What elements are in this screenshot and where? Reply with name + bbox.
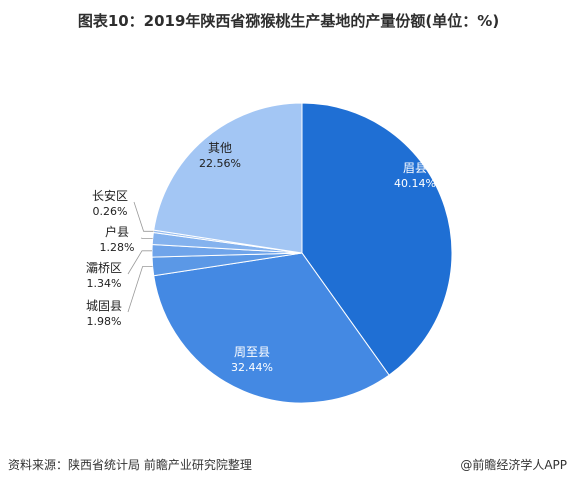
pie-slice-1 [301, 102, 453, 376]
pie-slice-2 [153, 252, 390, 404]
slice-value-6: 0.26% [93, 205, 128, 218]
slice-label-5: 户县 [105, 224, 129, 239]
slice-value-1: 40.14% [394, 177, 436, 190]
slice-label-2: 周至县 [234, 345, 270, 359]
leader-line-5 [140, 237, 153, 239]
pie-slices [151, 102, 453, 404]
slice-value-7: 22.56% [199, 157, 241, 170]
slice-value-5: 1.28% [100, 241, 135, 254]
slice-label-3: 城固县 [86, 299, 122, 313]
leader-line-3 [127, 266, 153, 313]
slice-value-3: 1.98% [87, 315, 122, 328]
pie-chart: 眉县 40.14% 周至县 32.44% 城固县 1.98% 灞桥区 1.34% 户县 1.28%… [86, 102, 453, 404]
brand-credit: @前瞻经济学人APP [460, 458, 567, 472]
leader-line-4 [127, 250, 152, 275]
pie-slice-7 [153, 102, 303, 254]
footer: 资料来源：陕西省统计局 前瞻产业研究院整理 @前瞻经济学人APP [0, 452, 577, 476]
chart-title: 图表10：2019年陕西省猕猴桃生产基地的产量份额(单位：%) [77, 12, 500, 30]
slice-label-4: 灞桥区 [86, 261, 122, 275]
slice-label-6: 长安区 [92, 188, 128, 203]
slice-label-7: 其他 [208, 141, 232, 155]
slice-value-4: 1.34% [87, 277, 122, 290]
source-note: 资料来源：陕西省统计局 前瞻产业研究院整理 [8, 458, 252, 472]
slice-value-2: 32.44% [231, 361, 273, 374]
leader-lines [127, 201, 154, 313]
slice-labels: 眉县 40.14% 周至县 32.44% 城固县 1.98% 灞桥区 1.34% 户县 1.28%… [86, 141, 436, 374]
leader-line-6 [133, 201, 154, 232]
slice-label-1: 眉县 [403, 161, 427, 175]
